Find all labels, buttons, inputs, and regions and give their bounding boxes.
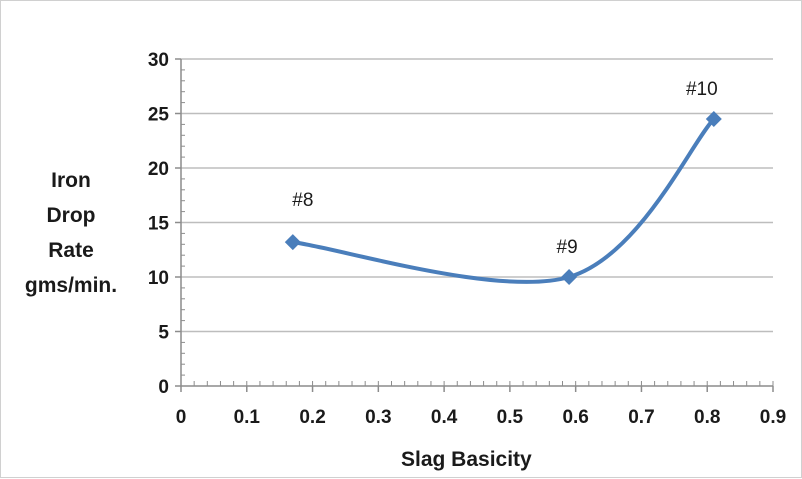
x-tick-label: 0.9 bbox=[760, 407, 786, 428]
y-axis-label-line-2: Drop bbox=[46, 204, 96, 227]
y-axis-label-line-1: Iron bbox=[51, 169, 91, 192]
y-tick-label: 0 bbox=[158, 377, 169, 398]
x-tick-label: 0.4 bbox=[431, 407, 458, 428]
data-point-marker bbox=[284, 234, 301, 251]
data-point-annotation: #9 bbox=[557, 237, 578, 258]
x-tick-label: 0.2 bbox=[299, 407, 325, 428]
y-tick-label: 25 bbox=[148, 105, 170, 126]
x-tick-label: 0.5 bbox=[497, 407, 524, 428]
y-tick-label: 20 bbox=[148, 159, 169, 180]
y-tick-label: 10 bbox=[148, 268, 169, 289]
y-axis-label-line-3: Rate bbox=[48, 239, 94, 262]
series-line bbox=[290, 116, 716, 284]
x-tick-label: 0.6 bbox=[562, 407, 588, 428]
x-tick-label: 0 bbox=[176, 407, 187, 428]
x-axis-label: Slag Basicity bbox=[401, 448, 532, 471]
x-tick-label: 0.3 bbox=[365, 407, 391, 428]
y-tick-label: 5 bbox=[158, 323, 169, 344]
data-point-marker bbox=[561, 269, 578, 285]
x-tick-label: 0.1 bbox=[234, 407, 261, 428]
y-tick-label: 15 bbox=[148, 214, 170, 235]
x-tick-label: 0.7 bbox=[628, 407, 654, 428]
data-point-marker bbox=[705, 110, 722, 127]
data-point-annotation: #8 bbox=[292, 190, 313, 211]
y-axis-label-line-4: gms/min. bbox=[24, 274, 118, 297]
x-tick-label: 0.8 bbox=[694, 407, 720, 428]
data-point-annotation: #10 bbox=[686, 79, 718, 100]
y-tick-label: 30 bbox=[148, 50, 169, 71]
